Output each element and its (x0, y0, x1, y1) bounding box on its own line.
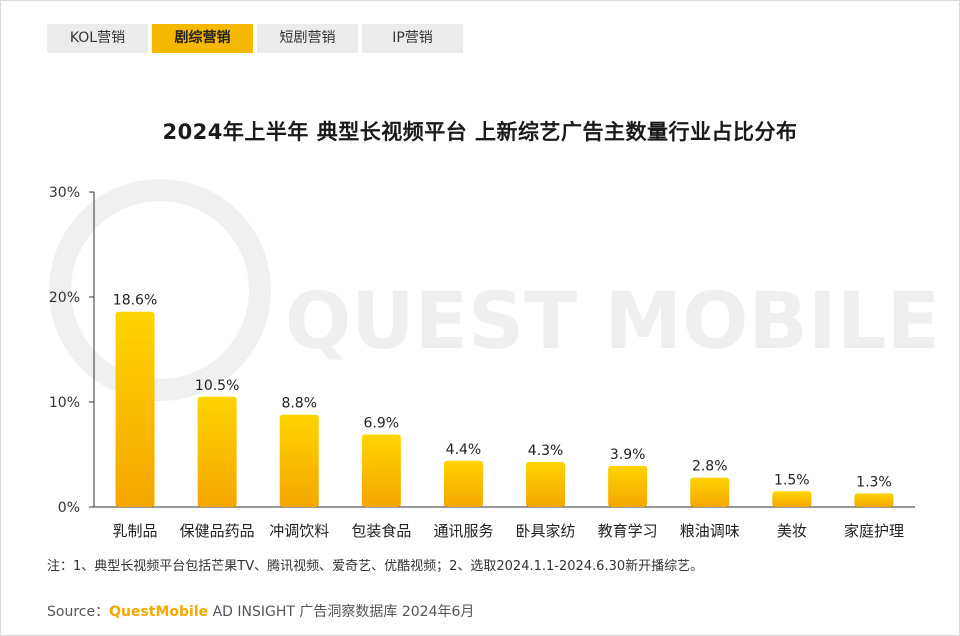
bar (772, 491, 812, 507)
bar (608, 466, 648, 507)
x-category-label: 冲调饮料 (269, 522, 329, 540)
x-category-label: 卧具家纺 (516, 522, 576, 540)
bar (197, 396, 237, 507)
x-category-label: 家庭护理 (844, 522, 904, 540)
y-tick-label: 0% (58, 500, 80, 516)
source-prefix: Source： (47, 604, 110, 620)
y-tick-label: 30% (49, 185, 80, 201)
bar (279, 414, 319, 507)
tab-ip[interactable]: IP营销 (362, 24, 463, 53)
bar-data-label: 6.9% (364, 416, 400, 432)
bar (690, 477, 730, 507)
bar-data-label: 4.4% (446, 442, 482, 458)
source-line: Source：QuestMobile AD INSIGHT 广告洞察数据库 20… (47, 601, 474, 621)
source-brand: QuestMobile (109, 604, 209, 620)
bar-data-label: 4.3% (528, 443, 564, 459)
bar (443, 460, 483, 507)
x-category-label: 教育学习 (598, 522, 658, 540)
y-tick-label: 20% (49, 290, 80, 306)
tab-drama-variety[interactable]: 剧综营销 (152, 24, 253, 53)
tab-short-drama[interactable]: 短剧营销 (257, 24, 358, 53)
bar-data-label: 3.9% (610, 447, 646, 463)
bar-data-label: 18.6% (113, 293, 157, 309)
x-category-label: 保健品药品 (180, 522, 255, 540)
bar-data-label: 10.5% (195, 378, 239, 394)
source-rest: AD INSIGHT 广告洞察数据库 2024年6月 (208, 604, 475, 620)
bar-data-label: 2.8% (692, 459, 728, 475)
bar (854, 493, 894, 507)
x-category-label: 通讯服务 (433, 522, 493, 540)
bar (361, 434, 401, 507)
bar-data-label: 8.8% (281, 396, 317, 412)
bar-data-label: 1.3% (856, 474, 892, 490)
bar (115, 311, 155, 507)
y-ticks: 0% 10% 20% 30% (49, 185, 94, 516)
x-category-label: 粮油调味 (680, 522, 740, 540)
bar-data-label: 1.5% (774, 472, 810, 488)
y-tick-label: 10% (49, 395, 80, 411)
x-category-label: 美妆 (777, 522, 807, 540)
tab-bar: KOL营销 剧综营销 短剧营销 IP营销 (47, 24, 463, 53)
bar (526, 461, 566, 507)
footnote: 注：1、典型长视频平台包括芒果TV、腾讯视频、爱奇艺、优酷视频；2、选取2024… (47, 559, 704, 574)
tab-kol[interactable]: KOL营销 (47, 24, 148, 53)
chart-title: 2024年上半年 典型长视频平台 上新综艺广告主数量行业占比分布 (162, 120, 798, 144)
x-category-label: 乳制品 (113, 522, 158, 540)
bars: 18.6% 乳制品 10.5% 保健品药品 8.8% 冲调饮料 6.9% 包装食品 4.4% 通讯… (113, 293, 904, 540)
x-category-label: 包装食品 (351, 522, 411, 540)
